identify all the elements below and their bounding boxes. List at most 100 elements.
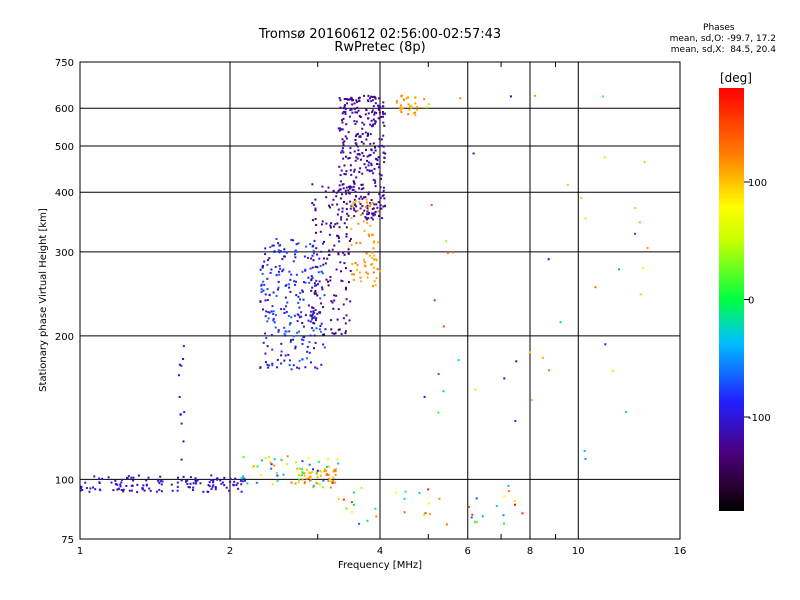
data-point xyxy=(352,207,355,210)
data-point xyxy=(353,108,356,111)
data-point xyxy=(319,230,322,233)
data-point xyxy=(345,192,348,195)
data-point xyxy=(382,101,385,104)
data-point xyxy=(295,243,298,246)
data-point xyxy=(277,330,280,333)
data-point xyxy=(359,207,362,210)
data-point xyxy=(283,308,286,311)
data-point xyxy=(272,313,275,315)
data-point xyxy=(352,503,355,506)
data-point xyxy=(311,327,313,329)
data-point xyxy=(346,102,349,105)
data-point xyxy=(264,457,267,459)
data-point xyxy=(414,102,417,105)
data-point xyxy=(364,166,367,169)
data-point xyxy=(362,220,365,223)
data-point xyxy=(336,213,339,216)
data-point xyxy=(199,482,202,485)
data-point xyxy=(119,483,122,486)
data-point xyxy=(340,216,343,219)
data-point xyxy=(223,476,226,479)
data-point xyxy=(241,477,244,480)
data-point xyxy=(365,271,368,274)
data-point xyxy=(132,476,135,479)
data-point xyxy=(341,128,344,131)
data-point xyxy=(341,210,344,213)
data-point xyxy=(345,170,348,173)
data-point xyxy=(214,488,217,491)
data-point xyxy=(366,276,369,279)
data-point xyxy=(367,217,370,220)
data-point xyxy=(308,281,311,284)
data-point xyxy=(327,284,330,287)
data-point xyxy=(266,277,269,280)
data-point xyxy=(583,449,586,452)
data-point xyxy=(302,336,305,339)
data-point xyxy=(319,474,322,477)
data-point xyxy=(171,489,174,492)
data-point xyxy=(344,330,347,333)
x-tick-label: 8 xyxy=(527,546,533,557)
data-point xyxy=(375,515,378,518)
data-point xyxy=(372,105,375,108)
data-point xyxy=(321,185,324,188)
data-point xyxy=(359,167,362,170)
data-point xyxy=(311,471,314,473)
data-point xyxy=(288,323,291,326)
data-point xyxy=(303,255,306,258)
data-point xyxy=(283,332,286,335)
data-point xyxy=(317,271,320,274)
data-point xyxy=(375,158,378,161)
data-point xyxy=(365,217,368,220)
data-point xyxy=(275,238,278,240)
data-point xyxy=(344,98,347,100)
x-tick-label: 2 xyxy=(227,546,233,557)
data-point xyxy=(290,481,293,484)
data-point xyxy=(358,153,361,156)
data-point xyxy=(335,468,338,471)
data-point xyxy=(98,481,101,484)
data-point xyxy=(403,497,406,500)
data-point xyxy=(336,203,339,206)
data-point xyxy=(268,257,271,260)
data-point xyxy=(280,354,283,357)
data-point xyxy=(361,127,364,130)
data-point xyxy=(368,211,370,214)
data-point xyxy=(329,279,332,282)
data-point xyxy=(372,178,375,181)
data-point xyxy=(332,225,335,228)
data-point xyxy=(639,293,642,296)
data-point xyxy=(533,94,536,97)
data-point xyxy=(337,208,340,211)
data-point xyxy=(382,189,385,192)
data-point xyxy=(355,143,358,146)
data-point xyxy=(374,181,377,184)
data-point xyxy=(331,203,334,206)
data-point xyxy=(381,195,384,198)
data-point xyxy=(335,294,338,297)
data-point xyxy=(363,123,366,126)
data-point xyxy=(316,294,319,297)
data-point xyxy=(263,260,266,263)
data-point xyxy=(265,310,268,313)
data-point xyxy=(353,209,356,212)
data-point xyxy=(342,251,345,254)
data-point xyxy=(280,308,283,311)
data-point xyxy=(332,479,335,482)
data-point xyxy=(340,270,342,273)
y-tick-label: 300 xyxy=(55,248,74,259)
data-point xyxy=(356,132,359,135)
data-point xyxy=(225,486,228,489)
data-point xyxy=(340,169,343,172)
data-point xyxy=(316,266,319,269)
data-point xyxy=(370,111,373,114)
data-point xyxy=(300,474,303,477)
data-point xyxy=(178,396,181,398)
data-point xyxy=(343,262,346,265)
data-point xyxy=(299,292,302,294)
data-point xyxy=(341,147,344,150)
data-point xyxy=(268,311,271,314)
data-point xyxy=(192,486,195,489)
data-point xyxy=(323,333,325,336)
data-point xyxy=(308,304,310,307)
